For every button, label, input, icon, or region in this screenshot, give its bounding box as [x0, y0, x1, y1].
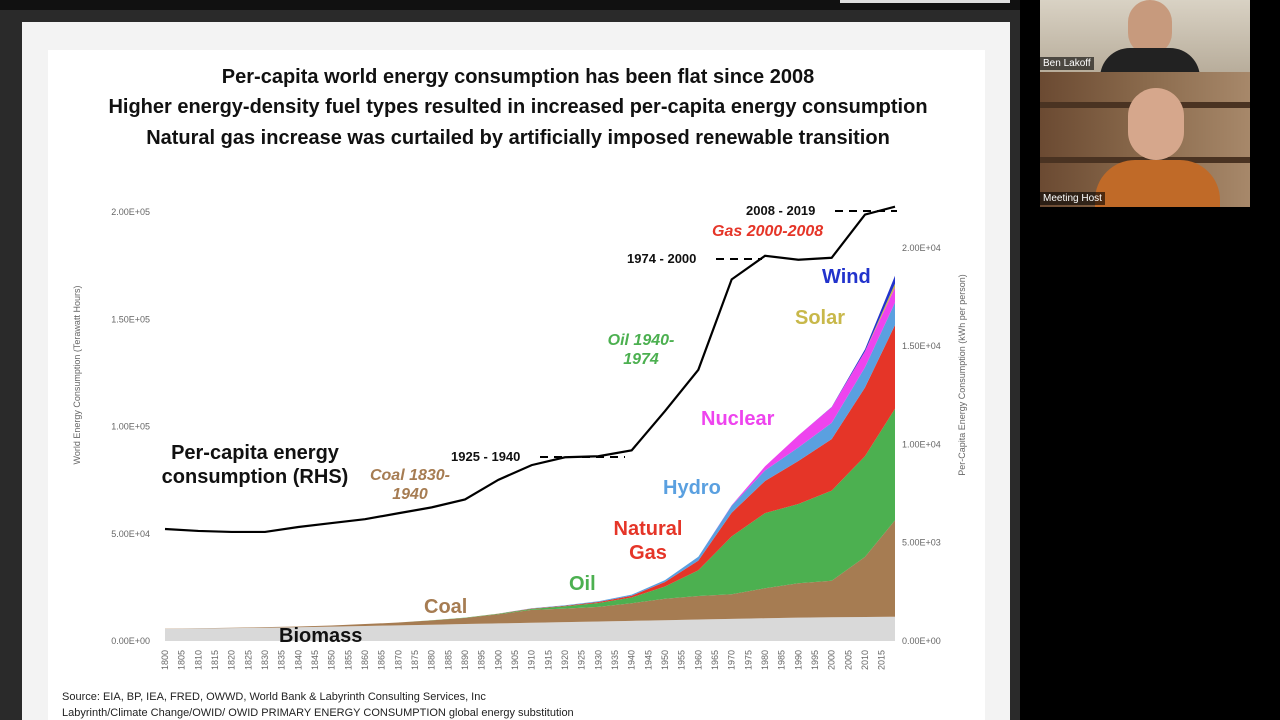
area: [165, 325, 895, 629]
x-tick-label: 1835: [277, 650, 287, 670]
series-label: Nuclear: [701, 408, 775, 430]
x-tick-label: 1805: [177, 650, 187, 670]
x-tick-label: 1970: [727, 650, 737, 670]
x-tick-label: 1985: [777, 650, 787, 670]
source-note: Source: EIA, BP, IEA, FRED, OWWD, World …: [62, 691, 486, 703]
x-tick-label: 1815: [210, 650, 220, 670]
x-tick-label: 1915: [543, 650, 553, 670]
participant-name: Meeting Host: [1040, 192, 1105, 205]
x-tick-label: 1825: [243, 650, 253, 670]
annotation: Oil 1940-1974: [607, 332, 675, 369]
x-tick-label: 2015: [877, 650, 887, 670]
x-tick-label: 1855: [343, 650, 353, 670]
x-tick-label: 1800: [160, 650, 170, 670]
series-label: Biomass: [279, 625, 363, 647]
x-tick-label: 1980: [760, 650, 770, 670]
x-tick-label: 1910: [527, 650, 537, 670]
y2-tick-label: 2.00E+04: [902, 243, 941, 253]
x-tick-label: 1965: [710, 650, 720, 670]
video-tile[interactable]: Meeting Host: [1040, 72, 1250, 207]
x-tick-label: 1930: [593, 650, 603, 670]
series-label: Oil: [569, 573, 596, 595]
per-capita-line: [164, 205, 896, 534]
annotation: 1974 - 2000: [627, 251, 697, 266]
y-tick-label: 5.00E+04: [111, 529, 150, 539]
area: [165, 408, 895, 629]
participant-name: Ben Lakoff: [1040, 57, 1094, 70]
video-tile[interactable]: Ben Lakoff: [1040, 0, 1250, 72]
x-tick-label: 1950: [660, 650, 670, 670]
chart-title: Higher energy-density fuel types resulte…: [108, 96, 928, 118]
x-tick-label: 1905: [510, 650, 520, 670]
x-tick-label: 1885: [443, 650, 453, 670]
area: [165, 520, 895, 629]
x-tick-label: 1830: [260, 650, 270, 670]
chart: 0.00E+00 5.00E+04 1.00E+05 1.50E+05 2.00E+05…: [72, 205, 967, 670]
y-tick-label: 2.00E+05: [111, 207, 150, 217]
x-tick-label: 1880: [427, 650, 437, 670]
x-tick-label: 1820: [227, 650, 237, 670]
x-tick-label: 1845: [310, 650, 320, 670]
areas: [165, 275, 895, 641]
series-label: Natural Gas: [613, 518, 683, 564]
y2-tick-label: 1.50E+04: [902, 341, 941, 351]
chart-title: Per-capita world energy consumption has …: [221, 66, 815, 88]
x-tick-label: 1945: [643, 650, 653, 670]
x-tick-label: 2000: [827, 650, 837, 670]
x-tick-label: 1875: [410, 650, 420, 670]
x-tick-label: 1920: [560, 650, 570, 670]
annotation: 1925 - 1940: [451, 449, 521, 464]
y2-tick-label: 1.00E+04: [902, 439, 941, 449]
y2-tick-label: 0.00E+00: [902, 636, 941, 646]
x-tick-label: 1890: [460, 650, 470, 670]
series-label: Per-capita energy consumption (RHS): [161, 442, 349, 488]
x-tick-label: 1990: [793, 650, 803, 670]
x-tick-label: 1925: [577, 650, 587, 670]
annotation: Gas 2000-2008: [712, 223, 824, 240]
top-bar-button[interactable]: [840, 0, 1010, 3]
y2-axis-label: Per-Capita Energy Consumption (kWh per p…: [957, 274, 967, 476]
top-bar: [0, 0, 1020, 10]
source-note: Labyrinth/Climate Change/OWID/ OWID PRIM…: [62, 707, 574, 719]
series-label: Coal: [424, 596, 468, 618]
area: [165, 616, 895, 641]
series-label: Solar: [795, 307, 846, 329]
y2-tick-label: 5.00E+03: [902, 538, 941, 548]
annotation: Coal 1830-1940: [369, 467, 451, 504]
y-axis-label: World Energy Consumption (Terawatt Hours…: [72, 286, 82, 465]
shared-screen: 0.00E+00 5.00E+04 1.00E+05 1.50E+05 2.00E+05…: [0, 0, 1020, 720]
x-tick-label: 1860: [360, 650, 370, 670]
x-tick-label: 2005: [843, 650, 853, 670]
x-tick-label: 1960: [693, 650, 703, 670]
chart-title: Natural gas increase was curtailed by ar…: [146, 127, 890, 149]
x-tick-label: 1865: [377, 650, 387, 670]
series-label: Wind: [822, 266, 871, 288]
y-tick-label: 0.00E+00: [111, 636, 150, 646]
annotation: 2008 - 2019: [746, 203, 816, 218]
x-tick-label: 1955: [677, 650, 687, 670]
y-tick-label: 1.00E+05: [111, 422, 150, 432]
x-tick-label: 1940: [627, 650, 637, 670]
x-tick-label: 1870: [393, 650, 403, 670]
x-tick-label: 1810: [193, 650, 203, 670]
x-tick-label: 1850: [327, 650, 337, 670]
series-label: Hydro: [663, 477, 721, 499]
lines: [164, 205, 896, 534]
x-tick-label: 1895: [477, 650, 487, 670]
y-tick-label: 1.50E+05: [111, 314, 150, 324]
participant-face: [1128, 0, 1172, 55]
participant-face: [1128, 88, 1184, 160]
participant-body: [1100, 48, 1200, 72]
x-tick-label: 2010: [860, 650, 870, 670]
x-tick-label: 1935: [610, 650, 620, 670]
x-tick-label: 1840: [293, 650, 303, 670]
x-tick-label: 1995: [810, 650, 820, 670]
x-tick-label: 1900: [493, 650, 503, 670]
participant-body: [1095, 160, 1220, 207]
x-tick-label: 1975: [743, 650, 753, 670]
